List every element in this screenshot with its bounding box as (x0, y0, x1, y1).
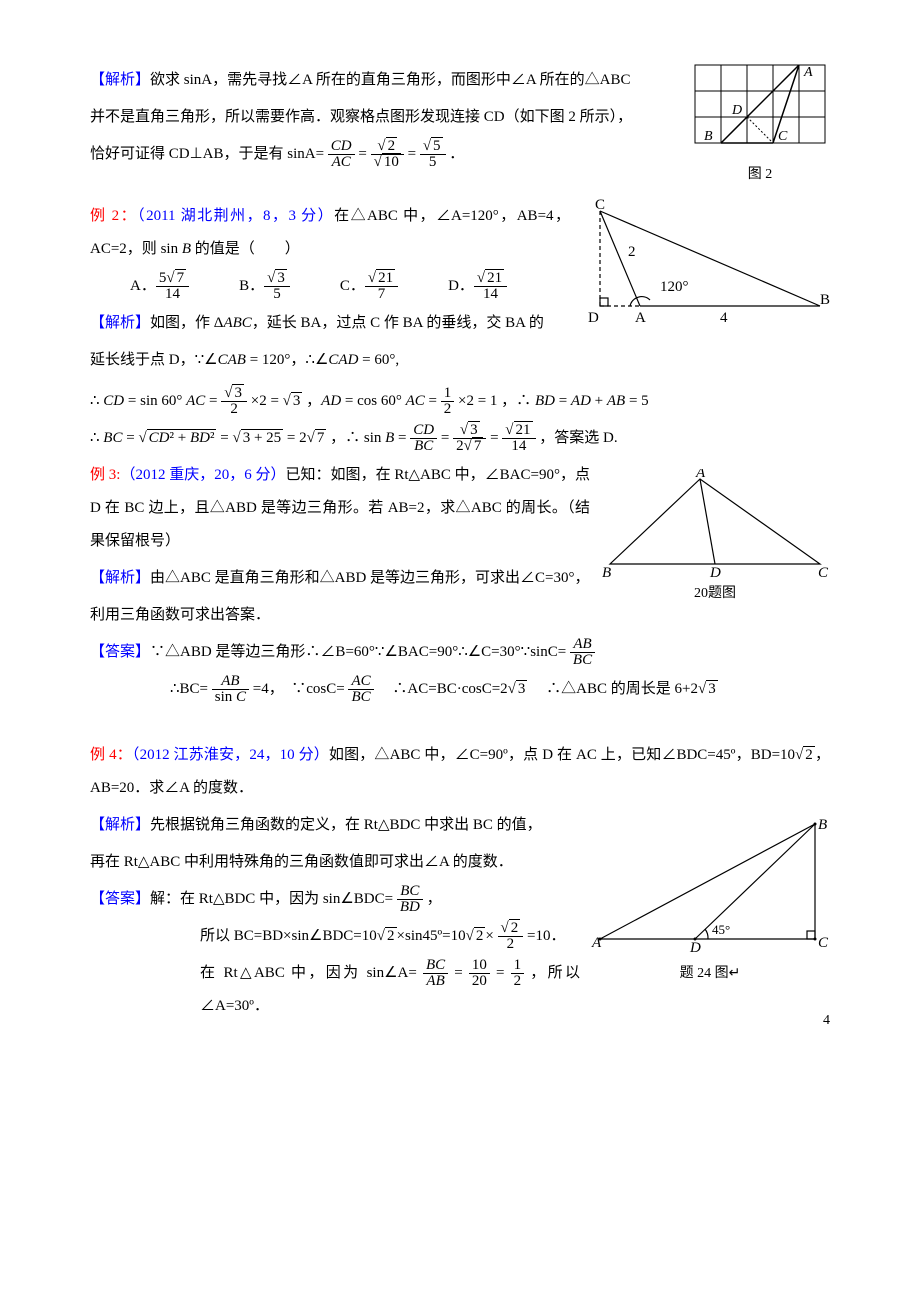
figure-ex3-caption: 20题图 (600, 579, 830, 610)
page-number: 4 (823, 1006, 830, 1037)
figure-ex2: C B A D 2 4 120° (580, 196, 830, 326)
svg-text:D: D (588, 310, 599, 326)
example-4: 例 4：（2012 江苏淮安，24，10 分）如图，△ABC 中，∠C=90º，… (90, 739, 830, 805)
svg-text:D: D (709, 565, 721, 579)
example-2-label: 例 2： (90, 208, 137, 224)
svg-text:4: 4 (720, 310, 728, 326)
svg-text:C: C (595, 197, 605, 213)
analysis-2-line-3: ∴ CD = sin 60° AC = 32 ×2 = 3 ，AD = cos … (90, 385, 830, 418)
analysis-2-line-2: 延长线于点 D，∵∠CAB = 120°，∴∠CAD = 60°, (90, 344, 830, 377)
svg-text:C: C (778, 129, 788, 144)
svg-text:2: 2 (628, 244, 636, 260)
figure-ex3: A B C D 20题图 (600, 469, 830, 610)
analysis-label: 【解析】 (90, 72, 150, 88)
svg-text:A: A (803, 65, 813, 80)
svg-text:B: B (602, 565, 611, 579)
svg-text:B: B (818, 817, 827, 833)
answer-3-line-1: 【答案】∵△ABD 是等边三角形∴∠B=60°∵∠BAC=90°∴∠C=30°∵… (90, 636, 830, 669)
analysis-2-line-4: ∴ BC = CD² + BD² = 3 + 25 = 27 ，∴ sin B … (90, 422, 830, 455)
svg-text:B: B (820, 292, 830, 308)
figure-ex4: A B C D 45° 题 24 图↵ (590, 809, 830, 990)
svg-text:C: C (818, 935, 829, 951)
svg-text:D: D (689, 940, 701, 956)
svg-text:A: A (591, 935, 602, 951)
answer-3-line-2: ∴BC= ABsin C =4， ∵cosC= ACBC ∴AC=BC·cosC… (90, 673, 830, 706)
svg-text:A: A (695, 469, 706, 481)
figure-ex4-caption: 题 24 图↵ (590, 959, 830, 990)
figure-2: A B C D 图 2 (690, 60, 830, 191)
svg-text:C: C (818, 565, 829, 579)
svg-text:D: D (731, 103, 742, 118)
figure-2-caption: 图 2 (690, 160, 830, 191)
svg-text:B: B (704, 129, 713, 144)
svg-text:45°: 45° (712, 922, 730, 937)
svg-text:120°: 120° (660, 279, 689, 295)
example-2-options: A．5714 B．35 C．217 D．2114 (90, 270, 570, 303)
svg-text:A: A (635, 310, 646, 326)
